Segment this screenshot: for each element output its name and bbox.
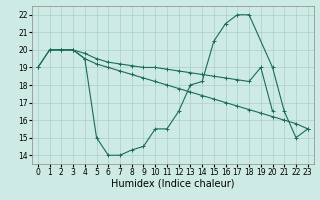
X-axis label: Humidex (Indice chaleur): Humidex (Indice chaleur) <box>111 179 235 189</box>
